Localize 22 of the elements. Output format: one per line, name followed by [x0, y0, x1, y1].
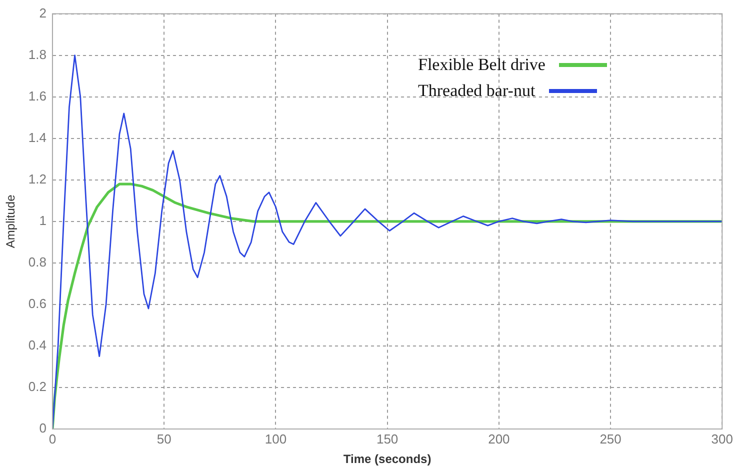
- y-tick-label: 0.6: [28, 296, 46, 312]
- y-tick-label: 1.6: [28, 88, 46, 104]
- y-tick-label: 0.8: [28, 254, 46, 270]
- legend-label: Flexible Belt drive: [418, 55, 546, 75]
- x-tick-label: 50: [156, 431, 172, 446]
- x-axis-title: Time (seconds): [343, 452, 432, 466]
- x-tick-label: 100: [264, 431, 287, 446]
- y-tick-label: 1: [39, 212, 46, 228]
- x-tick-label: 300: [711, 431, 734, 446]
- y-tick-label: 1.8: [28, 46, 46, 62]
- x-tick-label: 200: [488, 431, 510, 446]
- x-tick-label: 250: [600, 431, 622, 446]
- y-tick-label: 1.4: [28, 130, 46, 145]
- legend-label: Threaded bar-nut: [418, 81, 536, 101]
- y-tick-label: 0.4: [28, 338, 46, 353]
- y-tick-label: 0: [39, 420, 46, 436]
- x-tick-label: 0: [48, 431, 56, 446]
- y-tick-label: 1.2: [28, 171, 46, 186]
- x-tick-label: 150: [376, 431, 398, 446]
- y-tick-label: 0.2: [28, 379, 46, 394]
- y-tick-label: 2: [39, 5, 46, 20]
- y-axis-title: Amplitude: [4, 194, 18, 248]
